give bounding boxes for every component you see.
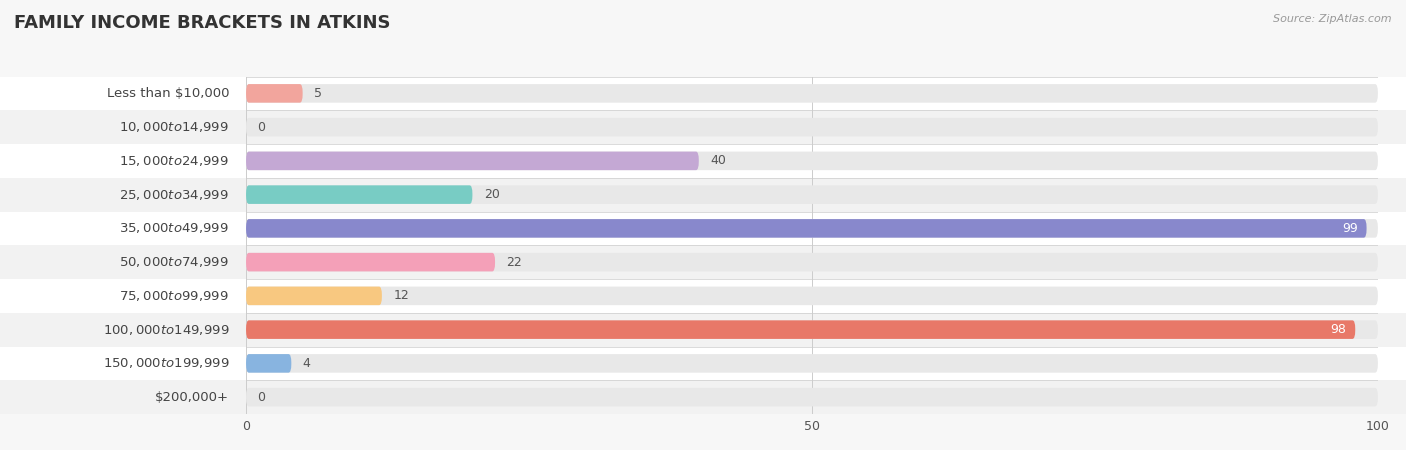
Text: Less than $10,000: Less than $10,000: [107, 87, 229, 100]
FancyBboxPatch shape: [246, 253, 495, 271]
Text: 22: 22: [506, 256, 522, 269]
FancyBboxPatch shape: [246, 84, 302, 103]
FancyBboxPatch shape: [0, 212, 1406, 245]
FancyBboxPatch shape: [0, 178, 1406, 211]
Text: Source: ZipAtlas.com: Source: ZipAtlas.com: [1274, 14, 1392, 23]
Text: $15,000 to $24,999: $15,000 to $24,999: [120, 154, 229, 168]
Text: 99: 99: [1341, 222, 1358, 235]
FancyBboxPatch shape: [246, 287, 1378, 305]
FancyBboxPatch shape: [246, 354, 1378, 373]
FancyBboxPatch shape: [0, 144, 1406, 178]
Text: $75,000 to $99,999: $75,000 to $99,999: [120, 289, 229, 303]
FancyBboxPatch shape: [0, 380, 1406, 414]
Text: $10,000 to $14,999: $10,000 to $14,999: [120, 120, 229, 134]
FancyBboxPatch shape: [0, 346, 1406, 380]
Text: $25,000 to $34,999: $25,000 to $34,999: [120, 188, 229, 202]
FancyBboxPatch shape: [246, 354, 291, 373]
FancyBboxPatch shape: [246, 118, 1378, 136]
FancyBboxPatch shape: [246, 84, 1378, 103]
Text: 0: 0: [257, 121, 266, 134]
FancyBboxPatch shape: [246, 152, 699, 170]
FancyBboxPatch shape: [246, 219, 1378, 238]
FancyBboxPatch shape: [246, 219, 1367, 238]
Text: 4: 4: [302, 357, 311, 370]
FancyBboxPatch shape: [0, 279, 1406, 313]
Text: $100,000 to $149,999: $100,000 to $149,999: [103, 323, 229, 337]
Text: 5: 5: [314, 87, 322, 100]
FancyBboxPatch shape: [0, 76, 1406, 110]
FancyBboxPatch shape: [246, 253, 1378, 271]
Text: 98: 98: [1330, 323, 1346, 336]
FancyBboxPatch shape: [246, 320, 1378, 339]
Text: 0: 0: [257, 391, 266, 404]
FancyBboxPatch shape: [246, 320, 1355, 339]
Text: FAMILY INCOME BRACKETS IN ATKINS: FAMILY INCOME BRACKETS IN ATKINS: [14, 14, 391, 32]
Text: 40: 40: [710, 154, 725, 167]
FancyBboxPatch shape: [0, 313, 1406, 346]
FancyBboxPatch shape: [246, 185, 1378, 204]
Text: $200,000+: $200,000+: [155, 391, 229, 404]
Text: $35,000 to $49,999: $35,000 to $49,999: [120, 221, 229, 235]
FancyBboxPatch shape: [246, 388, 1378, 406]
Text: 20: 20: [484, 188, 499, 201]
FancyBboxPatch shape: [246, 287, 382, 305]
Text: 12: 12: [394, 289, 409, 302]
FancyBboxPatch shape: [0, 110, 1406, 144]
FancyBboxPatch shape: [0, 245, 1406, 279]
FancyBboxPatch shape: [246, 152, 1378, 170]
FancyBboxPatch shape: [246, 185, 472, 204]
Text: $50,000 to $74,999: $50,000 to $74,999: [120, 255, 229, 269]
Text: $150,000 to $199,999: $150,000 to $199,999: [103, 356, 229, 370]
